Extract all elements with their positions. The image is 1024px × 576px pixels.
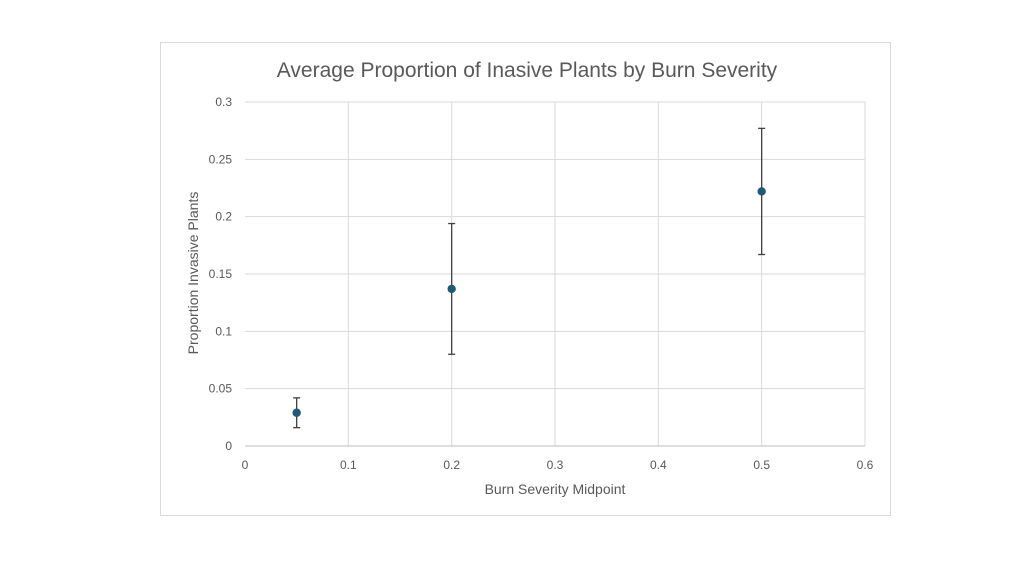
x-tick-label: 0.1: [340, 458, 357, 472]
scatter-chart: Average Proportion of Inasive Plants by …: [185, 59, 874, 497]
y-tick-label: 0.15: [209, 267, 233, 281]
chart-title: Average Proportion of Inasive Plants by …: [277, 59, 778, 82]
y-tick-label: 0: [225, 439, 232, 453]
y-tick-label: 0.05: [209, 382, 233, 396]
y-axis-label: Proportion Invasive Plants: [185, 192, 201, 355]
y-tick-label: 0.1: [215, 324, 232, 338]
y-tick-label: 0.3: [215, 95, 232, 109]
x-tick-label: 0.3: [547, 458, 564, 472]
x-tick-label: 0: [242, 458, 249, 472]
data-point: [757, 187, 766, 196]
y-tick-label: 0.2: [215, 210, 232, 224]
data-point: [292, 408, 301, 417]
data-point: [447, 284, 456, 294]
x-tick-label: 0.5: [753, 458, 770, 472]
chart-frame: Average Proportion of Inasive Plants by …: [160, 42, 891, 516]
x-tick-label: 0.6: [857, 458, 874, 472]
tick-layer: 0 0.05 0.1 0.15 0.2 0.25 0.3 0 0.1 0.2 0.3 0.4 0.5 0.…: [209, 95, 874, 472]
x-tick-label: 0.4: [650, 458, 667, 472]
x-axis-label: Burn Severity Midpoint: [485, 481, 626, 497]
data-layer: [292, 127, 766, 429]
grid-layer: [245, 101, 866, 447]
y-tick-label: 0.25: [209, 152, 233, 166]
x-tick-label: 0.2: [443, 458, 460, 472]
